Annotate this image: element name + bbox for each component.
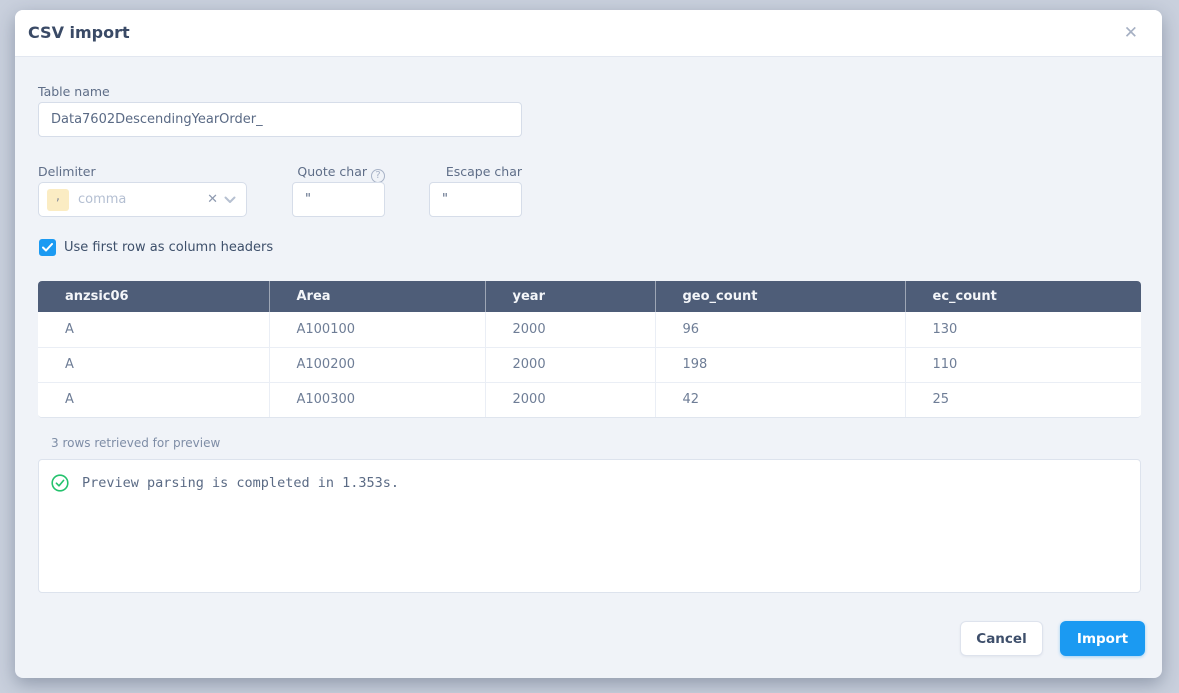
first-row-headers-checkbox[interactable]: Use first row as column headers — [39, 239, 273, 256]
checkbox-label[interactable]: Use first row as column headers — [64, 240, 274, 255]
table-cell: A100300 — [268, 382, 485, 417]
table-cell: 198 — [654, 347, 905, 383]
column-header: Area — [268, 281, 485, 312]
table-cell: 96 — [654, 312, 905, 348]
preview-table: anzsic06 Area year geo_count ec_count A A1001… — [38, 281, 1141, 418]
quote-char-label: Quote char? — [292, 164, 385, 183]
csv-import-dialog: CSV import ✕ Table name Delimiter , comm… — [15, 10, 1162, 678]
close-icon[interactable]: ✕ — [1123, 23, 1138, 43]
log-entry: Preview parsing is completed in 1.353s. — [51, 474, 1140, 492]
column-header: geo_count — [654, 281, 905, 312]
clear-icon[interactable]: ✕ — [207, 192, 218, 207]
import-button[interactable]: Import — [1060, 621, 1145, 656]
cancel-button[interactable]: Cancel — [960, 621, 1043, 656]
dialog-title: CSV import — [28, 23, 130, 42]
delimiter-label: Delimiter — [38, 164, 96, 179]
table-cell: 25 — [904, 382, 1141, 417]
table-cell: A100100 — [268, 312, 485, 348]
table-cell: A100200 — [268, 347, 485, 383]
delimiter-select[interactable]: , comma ✕ — [38, 182, 247, 217]
rows-retrieved-note: 3 rows retrieved for preview — [51, 436, 221, 450]
escape-char-input[interactable] — [429, 182, 522, 217]
delimiter-selected-option: comma — [78, 192, 127, 207]
table-row: A A100300 2000 42 25 — [38, 382, 1141, 417]
parse-log-panel: Preview parsing is completed in 1.353s. — [38, 459, 1141, 593]
log-message: Preview parsing is completed in 1.353s. — [82, 475, 399, 491]
chevron-down-icon[interactable] — [224, 196, 236, 204]
table-cell: A — [38, 312, 269, 348]
table-cell: A — [38, 382, 269, 417]
delimiter-chip: , — [47, 188, 69, 211]
table-name-input[interactable] — [38, 102, 522, 137]
table-cell: 130 — [904, 312, 1141, 348]
table-cell: 2000 — [484, 312, 655, 348]
table-row: A A100100 2000 96 130 — [38, 312, 1141, 348]
table-name-label: Table name — [38, 84, 110, 99]
table-header-row: anzsic06 Area year geo_count ec_count — [38, 281, 1141, 312]
table-cell: 2000 — [484, 347, 655, 383]
table-cell: A — [38, 347, 269, 383]
column-header: anzsic06 — [38, 281, 269, 312]
success-check-icon — [51, 474, 69, 492]
help-icon[interactable]: ? — [371, 168, 385, 183]
column-header: year — [484, 281, 655, 312]
table-cell: 2000 — [484, 382, 655, 417]
dialog-body: Table name Delimiter , comma ✕ Quote cha… — [15, 58, 1162, 678]
checkbox-checked[interactable] — [39, 239, 56, 256]
quote-char-input[interactable] — [292, 182, 385, 217]
dialog-header: CSV import ✕ — [15, 10, 1162, 57]
column-header: ec_count — [904, 281, 1141, 312]
table-cell: 110 — [904, 347, 1141, 383]
table-cell: 42 — [654, 382, 905, 417]
check-icon — [42, 243, 53, 252]
table-row: A A100200 2000 198 110 — [38, 347, 1141, 383]
